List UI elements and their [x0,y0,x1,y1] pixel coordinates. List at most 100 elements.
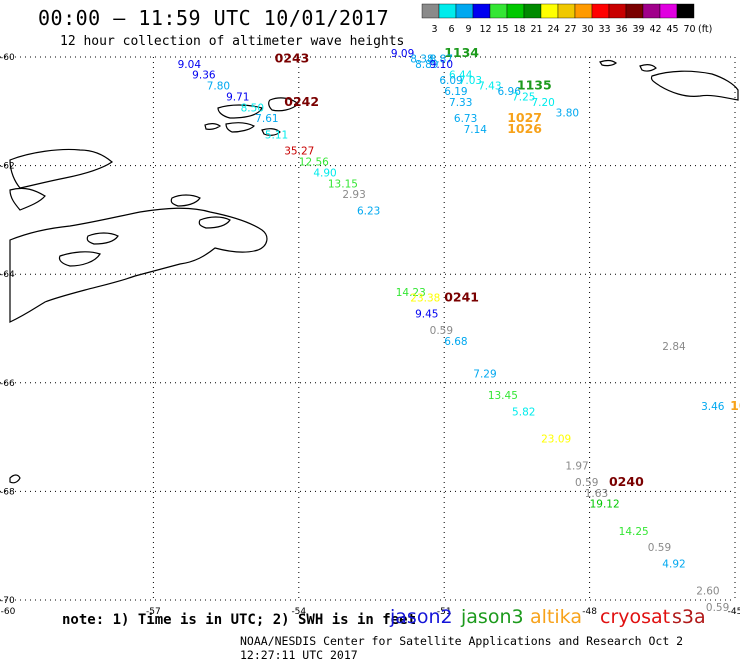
latitude-tick-label: -60 [0,53,15,63]
longitude-tick-label: -57 [146,607,161,617]
colorbar-tick-label: 24 [547,24,559,35]
wave-height-value: 6.73 [454,113,477,125]
coastline-land [9,60,739,484]
longitude-tick-label: -51 [437,607,452,617]
wave-height-value: 8.50 [241,102,264,114]
pass-number-label: 0242 [284,94,319,109]
wave-height-value: 7.61 [255,113,278,125]
map-subtitle: 12 hour collection of altimeter wave hei… [60,34,405,49]
pass-number-label: 0243 [275,50,310,65]
pass-number-label: 0241 [444,289,479,304]
wave-height-value: 9.09 [391,48,414,60]
wave-height-observations: 9.098.388.878.899.106.447.036.09 7.43 6.19… [178,48,730,614]
wave-height-value: 12.56 [299,157,329,169]
wave-height-value: 14.25 [619,526,649,538]
latitude-tick-label: -70 [0,596,15,606]
wave-height-value: 3.46 [701,401,725,413]
wave-height-value: 8.38 [410,53,433,65]
latitude-tick-label: -68 [0,487,15,497]
wave-height-value: 1.97 [565,461,588,473]
wave-height-value: 23.09 [541,434,571,446]
wave-height-value: 23.38 [410,292,440,304]
wave-height-value: 9.71 [226,91,249,103]
colorbar-tick-label: 70 [683,24,695,35]
map-title: 00:00 – 11:59 UTC 10/01/2017 [38,6,390,30]
wave-height-value: 14.23 [396,287,426,299]
axis-labels: -60 -57 -54 -51 -48 -45 -60 -62 -64 -66 -68 -70 [0,53,740,617]
wave-height-value: 3.80 [556,108,579,120]
latitude-tick-label: -66 [0,379,15,389]
wave-height-value: 7.14 [464,124,488,136]
colorbar-tick-label: 42 [649,24,661,35]
colorbar-swatch [676,3,695,19]
colorbar-tick-label: 39 [632,24,644,35]
wave-height-value: 1.63 [585,488,608,500]
colorbar-tick-label: 15 [496,24,508,35]
colorbar-tick-label: 27 [564,24,576,35]
wave-height-value: 35.27 [284,146,314,158]
credit-line: NOAA/NESDIS Center for Satellite Applica… [240,634,684,662]
wave-height-value: 6.68 [444,336,467,348]
colorbar-tick-label: 36 [615,24,627,35]
pass-number-label: 0240 [609,474,644,489]
pass-number-label: 1026 [507,121,542,136]
satellite-legend-jason3: jason3 [461,606,524,628]
wave-height-value: 0.59 [648,542,671,554]
wave-height-value: 2.93 [342,189,365,201]
wave-height-colorbar: 3 6 9 12 15 18 21 24 27 30 33 36 39 42 45 70 (ft) [421,3,712,35]
wave-height-value: 4.92 [662,558,685,570]
footnote: note: 1) Time is in UTC; 2) SWH is in fe… [62,612,417,628]
colorbar-tick-label: 30 [581,24,593,35]
wave-height-value: 6.09 [439,75,462,87]
longitude-tick-label: -45 [728,607,740,617]
wave-height-value: 7.25 [512,91,535,103]
wave-height-value: 13.15 [328,178,358,190]
wave-height-value: 7.29 [473,368,496,380]
satellite-legend-jason2: jason2 [390,606,453,628]
colorbar-tick-label: 45 [666,24,678,35]
longitude-tick-label: -48 [582,607,597,617]
colorbar-tick-label: 18 [513,24,525,35]
colorbar-tick-label: 33 [598,24,610,35]
wave-height-value: 9.45 [415,309,438,321]
latitude-tick-label: -62 [0,162,15,172]
wave-height-value: 7.80 [207,81,230,93]
pass-number-label: 1135 [517,78,552,93]
wave-height-value: 7.33 [449,97,472,109]
wave-height-value: 6.96 [498,86,522,98]
wave-height-value: 9.36 [192,70,216,82]
wave-height-value: 5.11 [265,129,288,141]
colorbar-tick-label: 12 [479,24,491,35]
colorbar-tick-label: 3 [431,24,437,35]
satellite-legend-altika: altika [530,606,582,628]
colorbar-unit: (ft) [698,24,712,35]
colorbar-tick-label: 6 [448,24,454,35]
wave-height-value: 7.03 [459,75,482,87]
wave-height-value: 6.44 [449,70,473,82]
wave-height-value: 9.04 [178,59,202,71]
wave-height-value: 8.89 [415,59,438,71]
wave-height-value: 0.59 [706,602,729,614]
wave-height-value: 7.43 [478,81,501,93]
wave-height-value: 4.90 [313,167,336,179]
colorbar-tick-label: 21 [530,24,542,35]
colorbar-tick-label: 9 [465,24,471,35]
wave-height-value: 7.20 [531,97,554,109]
wave-height-value: 5.82 [512,406,535,418]
latitude-tick-label: -64 [0,270,15,280]
wave-height-value: 6.19 [444,86,467,98]
wave-height-value: 6.23 [357,205,380,217]
wave-height-value: 9.10 [430,59,453,71]
lat-lon-grid [0,56,736,601]
wave-height-value: 0.59 [575,477,598,489]
wave-height-value: 2.84 [662,341,686,353]
wave-height-value: 0.59 [430,325,453,337]
satellite-legend-cryosat: cryosat [600,606,671,628]
wave-height-value: 8.87 [430,53,453,65]
longitude-tick-label: -54 [291,607,306,617]
longitude-tick-label: -60 [1,607,16,617]
pass-number-label: 1134 [444,45,479,60]
